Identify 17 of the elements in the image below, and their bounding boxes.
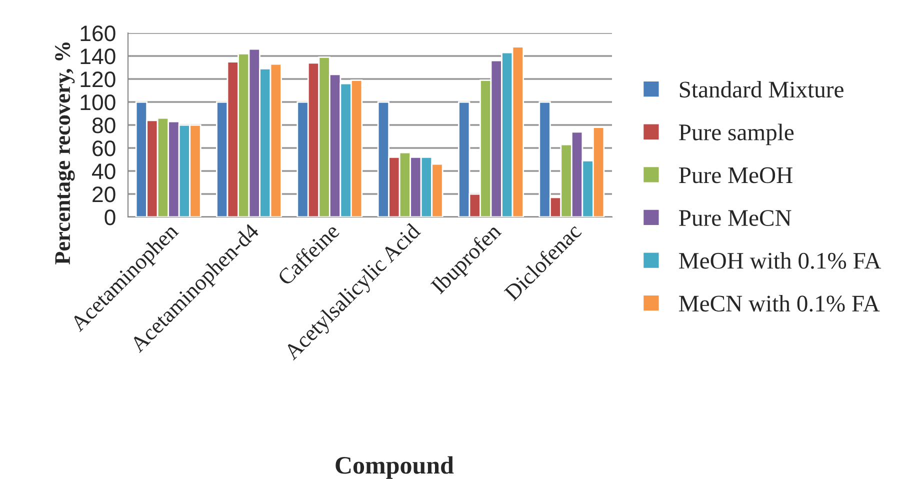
y-tick-label: 80: [92, 118, 116, 134]
legend-label: Standard Mixture: [680, 80, 844, 98]
y-tick-label: 100: [80, 94, 116, 110]
y-tick-label: 140: [80, 48, 116, 64]
y-tick-label: 60: [92, 140, 116, 156]
legend-label: Pure MeOH: [679, 167, 792, 184]
x-axis-title: Compound: [336, 456, 454, 479]
y-tick-label: 0: [104, 210, 116, 226]
y-axis-title: Percentage recovery, %: [55, 42, 75, 264]
y-tick-label: 20: [92, 186, 116, 202]
legend-label: Pure sample: [679, 124, 794, 146]
y-tick-label: 160: [80, 26, 116, 42]
y-tick-label: 120: [80, 72, 116, 88]
legend-label: Pure MeCN: [679, 210, 792, 226]
y-tick-label: 40: [92, 164, 116, 180]
legend-label: MeCN with 0.1% FA: [679, 294, 880, 312]
legend-label: MeOH with 0.1% FA: [679, 252, 882, 269]
